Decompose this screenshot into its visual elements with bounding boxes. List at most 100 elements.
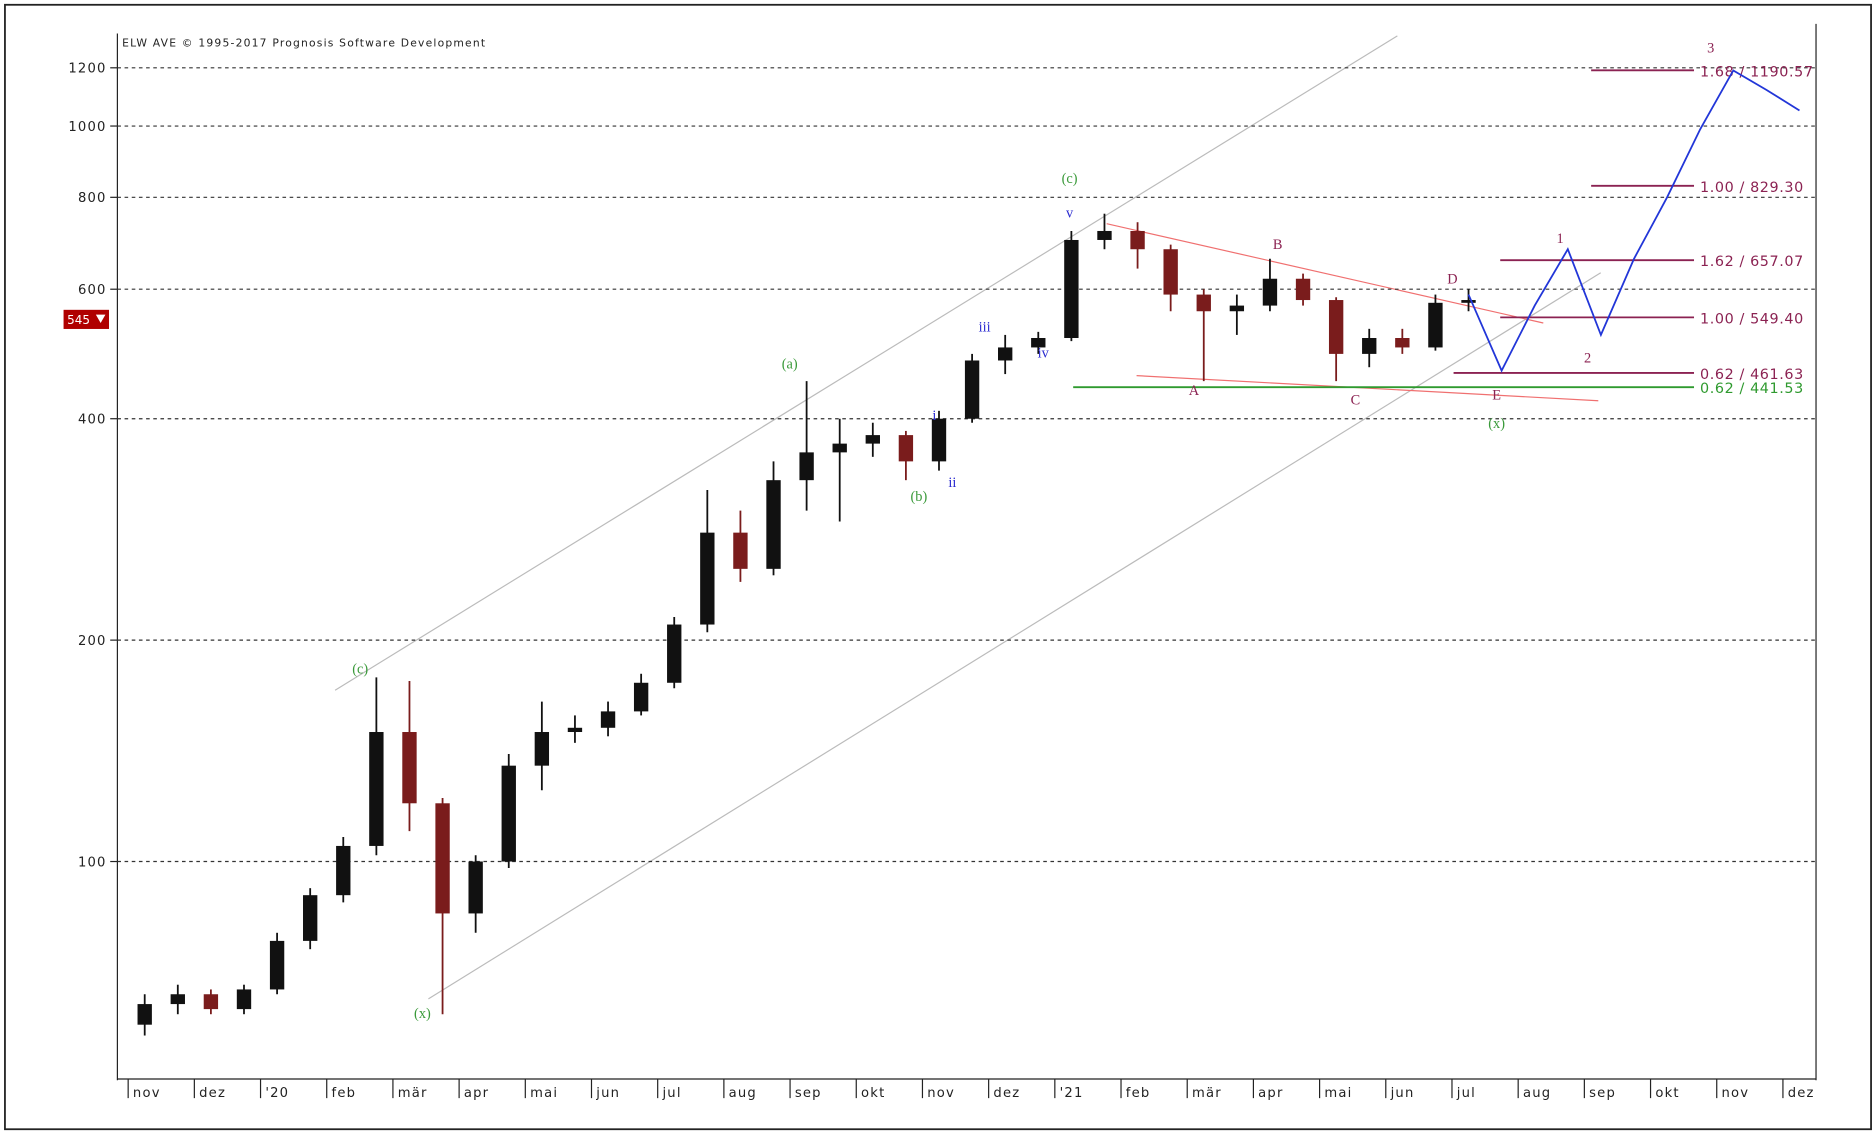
candle-body [931, 418, 947, 462]
wave-label: (x) [414, 1006, 431, 1022]
x-tick-label: jun [1390, 1086, 1415, 1101]
y-tick-label: 400 [78, 413, 107, 428]
level-label: 1.68 / 1190.57 [1700, 64, 1814, 80]
wave-label: C [1351, 392, 1361, 408]
x-tick-label: '20 [265, 1086, 289, 1101]
wave-label: (a) [782, 356, 798, 372]
x-tick-label: aug [729, 1086, 757, 1101]
projection-line [1467, 69, 1800, 373]
candle-body [1262, 278, 1278, 306]
wave-label: v [1066, 206, 1074, 222]
candle-body [170, 994, 185, 1005]
candle-body [1295, 278, 1311, 301]
x-tick-label: aug [1523, 1086, 1551, 1101]
candle-body [667, 624, 682, 683]
candle-body [1461, 300, 1476, 303]
candle-body [1163, 249, 1178, 295]
candle-body [865, 435, 880, 444]
wave-label: (c) [1062, 171, 1078, 187]
candle-body [700, 532, 715, 625]
candle-body [203, 994, 219, 1010]
candle-body [733, 532, 748, 569]
y-tick-label: 200 [78, 634, 107, 649]
candle-body [832, 443, 847, 453]
wave-label: A [1189, 383, 1200, 399]
candle-body [501, 765, 516, 862]
triangle-upper [1106, 223, 1544, 324]
candle-body [633, 682, 649, 712]
x-tick-label: nov [927, 1086, 955, 1101]
header: ELW AVE © 1995-2017 Prognosis Software D… [122, 37, 486, 50]
price-marker-arrow [95, 314, 106, 323]
x-tick-label: dez [199, 1086, 226, 1101]
x-tick-label: sep [1589, 1086, 1616, 1101]
candle-body [303, 895, 318, 941]
candle-body [898, 435, 914, 462]
x-tick-label: dez [993, 1086, 1020, 1101]
candle-body [1229, 305, 1245, 312]
x-tick-label: feb [1126, 1086, 1151, 1101]
level-label: 0.62 / 461.63 [1700, 367, 1804, 383]
channel-lower [428, 272, 1602, 1000]
x-tick-label: mär [398, 1086, 428, 1101]
candle-body [336, 845, 351, 896]
candle-body [1395, 338, 1410, 348]
candle-body [998, 347, 1013, 361]
level-label: 1.62 / 657.07 [1700, 254, 1804, 270]
wave-label: 1 [1556, 231, 1563, 247]
x-tick-label: apr [464, 1086, 489, 1101]
candle-body [1362, 338, 1377, 354]
candle-body [468, 861, 483, 914]
wave-label: 2 [1584, 350, 1591, 366]
wave-label: 3 [1707, 41, 1714, 57]
channel-upper [334, 35, 1398, 691]
x-tick-label: nov [133, 1086, 161, 1101]
x-tick-label: sep [795, 1086, 822, 1101]
frame [4, 3, 1872, 1131]
price-marker-label: 545 [67, 313, 90, 327]
candle-body [1031, 338, 1046, 348]
y-tick-label: 800 [78, 191, 107, 206]
x-tick-label: okt [861, 1086, 885, 1101]
x-tick-label: jun [595, 1086, 620, 1101]
x-tick-label: jul [661, 1086, 681, 1101]
candle-body [137, 1004, 152, 1025]
wave-label: D [1447, 272, 1457, 288]
candle-body [1130, 230, 1145, 250]
triangle-lower [1136, 375, 1599, 402]
y-tick-label: 600 [78, 283, 107, 298]
candle-body [567, 727, 583, 733]
level-label: 0.62 / 441.53 [1700, 381, 1804, 397]
candle-body [1328, 300, 1344, 354]
candle-body [1064, 239, 1079, 339]
wave-label: (x) [1488, 416, 1505, 432]
level-label: 1.00 / 549.40 [1700, 311, 1804, 327]
y-tick-label: 100 [78, 855, 107, 870]
x-tick-label: apr [1258, 1086, 1283, 1101]
candle-body [1196, 294, 1211, 312]
x-tick-label: mai [1324, 1086, 1352, 1101]
trendlines [334, 35, 1602, 1000]
y-tick-label: 1000 [68, 120, 106, 135]
wave-label: E [1492, 388, 1501, 404]
candle-body [964, 360, 980, 419]
y-tick-label: 1200 [68, 62, 106, 77]
x-tick-label: jul [1456, 1086, 1476, 1101]
candle-body [799, 452, 814, 481]
x-tick-label: mai [530, 1086, 558, 1101]
wave-label: B [1273, 237, 1283, 253]
x-tick-label: '21 [1060, 1086, 1084, 1101]
candle-body [600, 711, 616, 728]
candle-body [402, 732, 417, 804]
candle-body [766, 480, 781, 569]
x-tick-label: nov [1722, 1086, 1750, 1101]
wave-label: (b) [910, 489, 927, 505]
candle-body [236, 989, 252, 1010]
x-tick-label: dez [1788, 1086, 1815, 1101]
wave-label: iv [1038, 346, 1050, 362]
candle-body [369, 732, 384, 846]
candle-body [1428, 302, 1443, 348]
candle-body [1097, 230, 1112, 240]
